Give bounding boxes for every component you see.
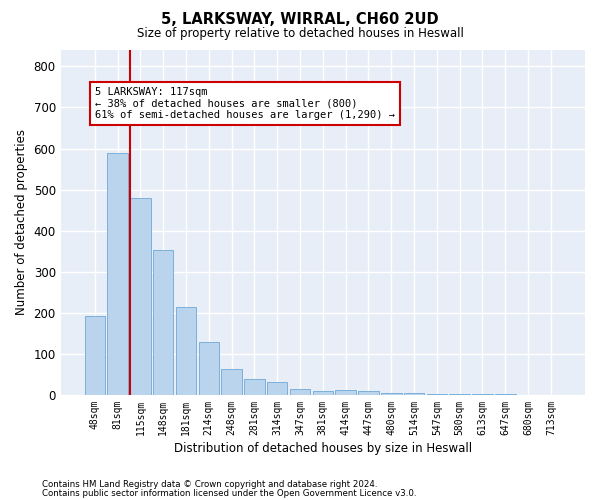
- Text: Contains public sector information licensed under the Open Government Licence v3: Contains public sector information licen…: [42, 488, 416, 498]
- Y-axis label: Number of detached properties: Number of detached properties: [15, 130, 28, 316]
- Text: Size of property relative to detached houses in Heswall: Size of property relative to detached ho…: [137, 28, 463, 40]
- Bar: [358, 391, 379, 395]
- Bar: [449, 394, 470, 395]
- Bar: [427, 394, 447, 395]
- Bar: [244, 380, 265, 395]
- Bar: [290, 389, 310, 395]
- Bar: [381, 393, 401, 395]
- Bar: [495, 394, 515, 395]
- Bar: [404, 393, 424, 395]
- Bar: [130, 198, 151, 395]
- Bar: [153, 250, 173, 395]
- Bar: [267, 382, 287, 395]
- Bar: [199, 342, 219, 395]
- Bar: [221, 370, 242, 395]
- Bar: [313, 391, 333, 395]
- Bar: [176, 306, 196, 395]
- Bar: [472, 394, 493, 395]
- Bar: [335, 390, 356, 395]
- X-axis label: Distribution of detached houses by size in Heswall: Distribution of detached houses by size …: [174, 442, 472, 455]
- Bar: [85, 316, 105, 395]
- Bar: [107, 154, 128, 395]
- Text: 5 LARKSWAY: 117sqm
← 38% of detached houses are smaller (800)
61% of semi-detach: 5 LARKSWAY: 117sqm ← 38% of detached hou…: [95, 87, 395, 120]
- Text: Contains HM Land Registry data © Crown copyright and database right 2024.: Contains HM Land Registry data © Crown c…: [42, 480, 377, 489]
- Text: 5, LARKSWAY, WIRRAL, CH60 2UD: 5, LARKSWAY, WIRRAL, CH60 2UD: [161, 12, 439, 28]
